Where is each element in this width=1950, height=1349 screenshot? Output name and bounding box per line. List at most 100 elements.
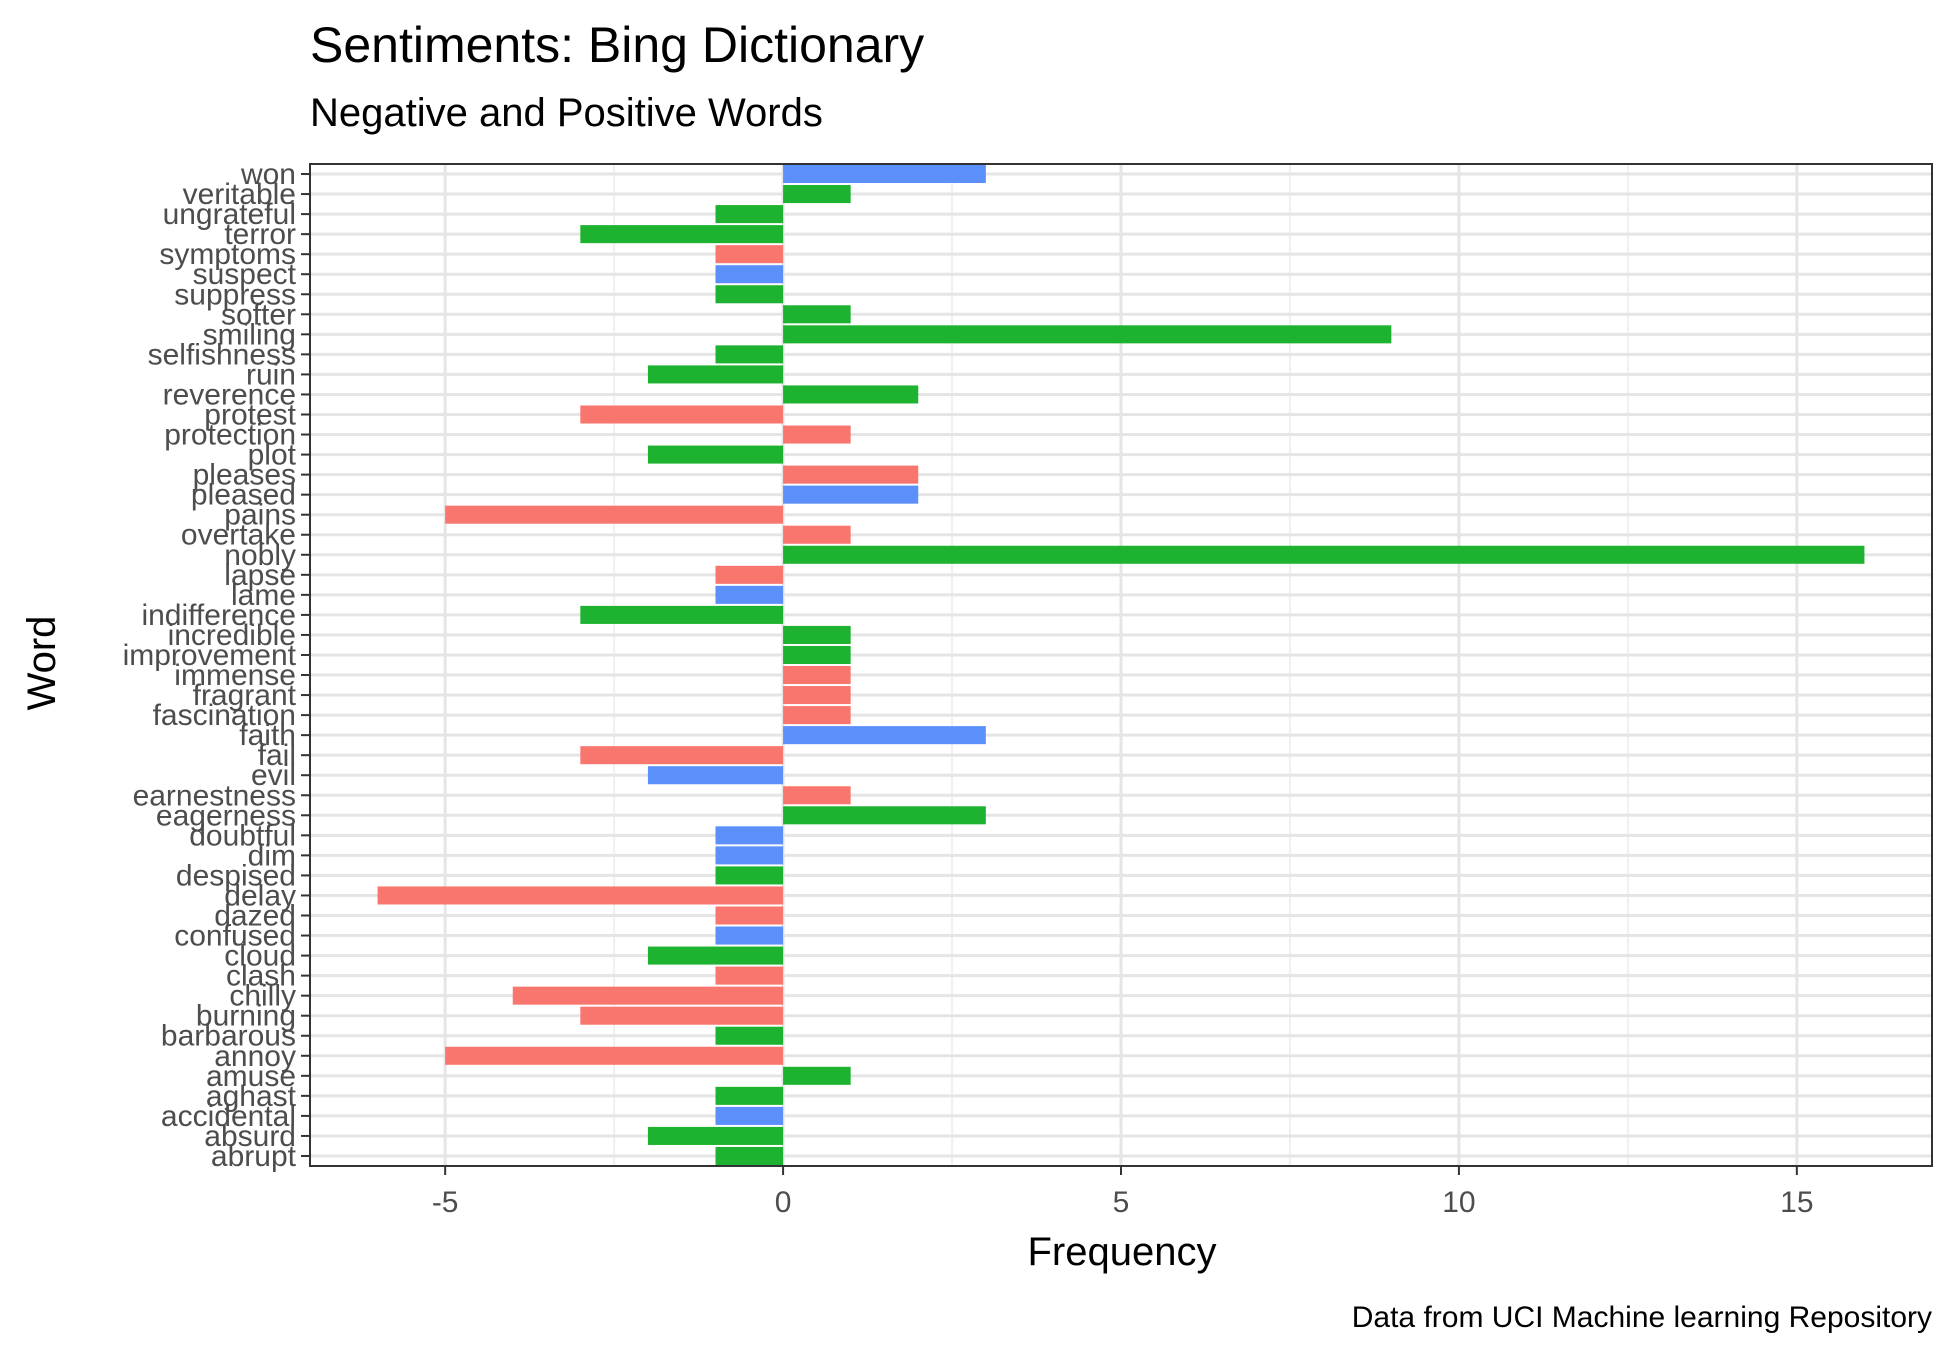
y-tick-label: faith <box>239 719 296 752</box>
bar-eagerness <box>783 806 986 825</box>
y-tick-label: immense <box>174 659 296 692</box>
chart-title: Sentiments: Bing Dictionary <box>310 17 924 73</box>
y-tick-label: despised <box>176 859 296 892</box>
bar-pleases <box>783 465 919 484</box>
bar-chilly <box>512 986 784 1005</box>
bar-pleased <box>783 485 919 504</box>
bar-immense <box>783 666 851 685</box>
bar-improvement <box>783 645 851 664</box>
y-axis-title: Word <box>20 616 64 711</box>
y-tick-label: abrupt <box>211 1140 297 1173</box>
bar-suspect <box>715 265 784 284</box>
y-tick-label: doubtful <box>189 819 296 852</box>
bar-reverence <box>783 385 919 404</box>
y-tick-label: protection <box>164 419 296 452</box>
bar-protest <box>580 405 784 424</box>
y-tick-label: annoy <box>214 1040 296 1073</box>
bar-dim <box>715 846 784 865</box>
y-tick-label: suppress <box>174 278 296 311</box>
y-tick-label: terror <box>224 218 296 251</box>
bar-lame <box>715 585 784 604</box>
y-tick-label: won <box>240 158 296 191</box>
bar-accidental <box>715 1106 784 1125</box>
bar-incredible <box>783 625 851 644</box>
y-tick-label: lame <box>231 579 296 612</box>
y-tick-label: incredible <box>168 619 296 652</box>
y-tick-label: pleases <box>193 459 296 492</box>
bar-selfishness <box>715 345 784 364</box>
bar-terror <box>580 225 784 244</box>
y-tick-label: pains <box>224 499 296 532</box>
bar-protection <box>783 425 851 444</box>
y-tick-label: fascination <box>153 699 296 732</box>
y-tick-label: overtake <box>181 519 296 552</box>
y-tick-label: chilly <box>229 980 296 1013</box>
y-tick-label: delay <box>224 879 296 912</box>
bar-abrupt <box>715 1146 784 1165</box>
y-tick-label: cloud <box>224 940 296 973</box>
bar-fragrant <box>783 686 851 705</box>
bar-won <box>783 165 986 184</box>
y-tick-label: pleased <box>191 479 296 512</box>
y-tick-label: evil <box>251 759 296 792</box>
x-tick-label: -5 <box>432 1186 459 1219</box>
y-tick-label: reverence <box>163 378 296 411</box>
bar-ungrateful <box>715 205 784 224</box>
y-tick-label: dim <box>248 839 296 872</box>
bar-softer <box>783 305 851 324</box>
bar-symptoms <box>715 245 784 264</box>
y-tick-label: burning <box>196 1000 296 1033</box>
x-tick-label: 15 <box>1780 1186 1813 1219</box>
x-tick-label: 5 <box>1113 1186 1130 1219</box>
x-tick-label: 10 <box>1442 1186 1475 1219</box>
bar-clash <box>715 966 784 985</box>
bar-suppress <box>715 285 784 304</box>
y-tick-label: earnestness <box>133 779 296 812</box>
bar-faith <box>783 726 986 745</box>
y-tick-label: indifference <box>141 599 296 632</box>
x-tick-label: 0 <box>775 1186 792 1219</box>
bar-lapse <box>715 565 784 584</box>
y-tick-label: softer <box>221 298 296 331</box>
bar-smiling <box>783 325 1392 344</box>
bar-confused <box>715 926 784 945</box>
y-tick-label: smiling <box>203 318 296 351</box>
y-tick-label: protest <box>204 399 296 432</box>
bar-indifference <box>580 605 784 624</box>
y-tick-label: selfishness <box>148 338 296 371</box>
bar-delay <box>377 886 784 905</box>
y-tick-label: ungrateful <box>163 198 296 231</box>
bar-doubtful <box>715 826 784 845</box>
bar-aghast <box>715 1086 784 1105</box>
bar-absurd <box>647 1126 784 1145</box>
y-tick-label: veritable <box>183 178 296 211</box>
bar-pains <box>445 505 784 524</box>
y-tick-label: lapse <box>224 559 296 592</box>
bar-veritable <box>783 185 851 204</box>
bar-plot <box>647 445 784 464</box>
bar-evil <box>647 766 784 785</box>
y-tick-label: dazed <box>214 900 296 933</box>
bar-fascination <box>783 706 851 725</box>
y-tick-label: confused <box>174 920 296 953</box>
y-tick-label: accidental <box>161 1100 296 1133</box>
y-tick-label: absurd <box>204 1120 296 1153</box>
bar-amuse <box>783 1066 851 1085</box>
y-tick-label: eagerness <box>156 799 296 832</box>
bar-ruin <box>647 365 784 384</box>
y-tick-label: clash <box>226 960 296 993</box>
bar-overtake <box>783 525 851 544</box>
y-tick-label: fail <box>258 739 296 772</box>
x-axis-title: Frequency <box>1028 1230 1217 1274</box>
y-tick-label: aghast <box>206 1080 297 1113</box>
y-tick-label: symptoms <box>159 238 296 271</box>
bar-dazed <box>715 906 784 925</box>
bar-burning <box>580 1006 784 1025</box>
y-tick-label: improvement <box>123 639 297 672</box>
bar-earnestness <box>783 786 851 805</box>
bar-despised <box>715 866 784 885</box>
plot-area: abruptabsurdaccidentalaghastamuseannoyba… <box>123 158 1933 1219</box>
bar-cloud <box>647 946 784 965</box>
y-tick-label: ruin <box>246 358 296 391</box>
